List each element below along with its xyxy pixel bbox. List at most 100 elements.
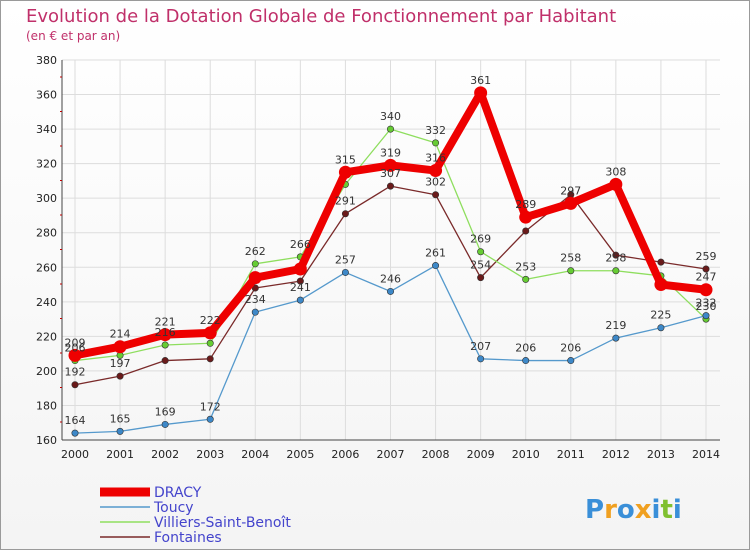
chart-subtitle: (en € et par an)	[26, 29, 120, 43]
data-labels: 192 197 291 307 302 254 259 206 216 262 266 340 332 2…	[65, 74, 717, 427]
data-point	[341, 210, 349, 218]
data-point	[564, 196, 578, 210]
data-point	[71, 381, 79, 389]
logo-letter: i	[652, 495, 661, 525]
data-point	[477, 274, 485, 282]
data-point	[567, 267, 575, 275]
data-label: 253	[515, 260, 536, 273]
data-point	[68, 348, 82, 362]
data-point	[293, 262, 307, 276]
data-point	[113, 340, 127, 354]
logo-letter: P	[585, 495, 604, 525]
x-tick-label: 2006	[331, 448, 359, 461]
x-tick-label: 2010	[512, 448, 540, 461]
y-tick-label: 360	[36, 89, 57, 102]
data-point	[251, 284, 259, 292]
data-label: 258	[605, 252, 626, 265]
data-label: 258	[560, 252, 581, 265]
data-label: 332	[425, 124, 446, 137]
data-point	[657, 324, 665, 332]
data-point	[699, 283, 713, 297]
data-point	[522, 275, 530, 283]
x-tick-label: 2011	[557, 448, 585, 461]
y-tick-label: 200	[36, 365, 57, 378]
data-point	[71, 429, 79, 437]
data-point	[338, 165, 352, 179]
data-point	[432, 262, 440, 270]
data-label: 206	[515, 342, 536, 355]
y-tick-label: 260	[36, 261, 57, 274]
data-point	[248, 271, 262, 285]
data-label: 165	[110, 412, 131, 425]
data-label: 222	[200, 314, 221, 327]
data-point	[612, 334, 620, 342]
data-point	[203, 326, 217, 340]
logo-letter: i	[673, 495, 682, 525]
data-label: 257	[335, 253, 356, 266]
data-point	[702, 265, 710, 273]
series-toucy	[71, 262, 710, 437]
data-label: 197	[110, 357, 131, 370]
data-label: 302	[425, 176, 446, 189]
data-label: 192	[65, 366, 86, 379]
data-label: 308	[605, 165, 626, 178]
x-tick-label: 2014	[692, 448, 720, 461]
legend-label: Toucy	[153, 500, 194, 516]
series-villiers-saint-beno-t	[71, 125, 710, 365]
x-tick-label: 2004	[241, 448, 269, 461]
data-label: 216	[155, 326, 176, 339]
x-tick-label: 2005	[286, 448, 314, 461]
data-label: 172	[200, 400, 221, 413]
logo-letter: r	[604, 495, 617, 525]
data-point	[474, 86, 488, 100]
data-point	[519, 210, 533, 224]
data-label: 234	[245, 293, 266, 306]
data-label: 259	[696, 250, 717, 263]
data-label: 269	[470, 233, 491, 246]
data-point	[161, 341, 169, 349]
data-label: 209	[65, 336, 86, 349]
data-label: 206	[65, 342, 86, 355]
data-point	[702, 312, 710, 320]
data-label: 340	[380, 110, 401, 123]
data-point	[206, 355, 214, 363]
axes: 160 180 200 220 240 260 280 300 320 340 360 380 2000…	[36, 54, 720, 461]
data-point	[206, 415, 214, 423]
y-tick-label: 320	[36, 158, 57, 171]
data-label: 206	[560, 342, 581, 355]
data-point	[386, 287, 394, 295]
data-point	[384, 158, 397, 172]
series-dracy	[68, 86, 713, 362]
data-label: 361	[470, 74, 491, 87]
y-tick-label: 220	[36, 330, 57, 343]
x-tick-label: 2001	[106, 448, 134, 461]
data-point	[654, 278, 668, 292]
data-label: 307	[380, 167, 401, 180]
data-point	[158, 328, 172, 342]
x-tick-label: 2008	[422, 448, 450, 461]
x-tick-label: 2000	[61, 448, 89, 461]
y-tick-label: 160	[36, 434, 57, 447]
data-point	[251, 260, 259, 268]
data-point	[612, 267, 620, 275]
y-tick-label: 240	[36, 296, 57, 309]
legend-label: Villiers-Saint-Benoît	[154, 515, 291, 531]
y-tick-label: 340	[36, 123, 57, 136]
data-point	[161, 357, 169, 365]
data-point	[609, 177, 623, 191]
data-label: 316	[425, 152, 446, 165]
data-label: 221	[155, 316, 176, 329]
data-label: 214	[110, 328, 131, 341]
data-point	[206, 339, 214, 347]
data-label: 232	[696, 297, 717, 310]
data-label: 207	[470, 340, 491, 353]
data-point	[432, 139, 440, 147]
x-tick-label: 2002	[151, 448, 179, 461]
y-tick-label: 380	[36, 54, 57, 67]
data-point	[522, 227, 530, 235]
data-point	[477, 248, 485, 256]
data-point	[432, 191, 440, 199]
data-label: 225	[650, 309, 671, 322]
